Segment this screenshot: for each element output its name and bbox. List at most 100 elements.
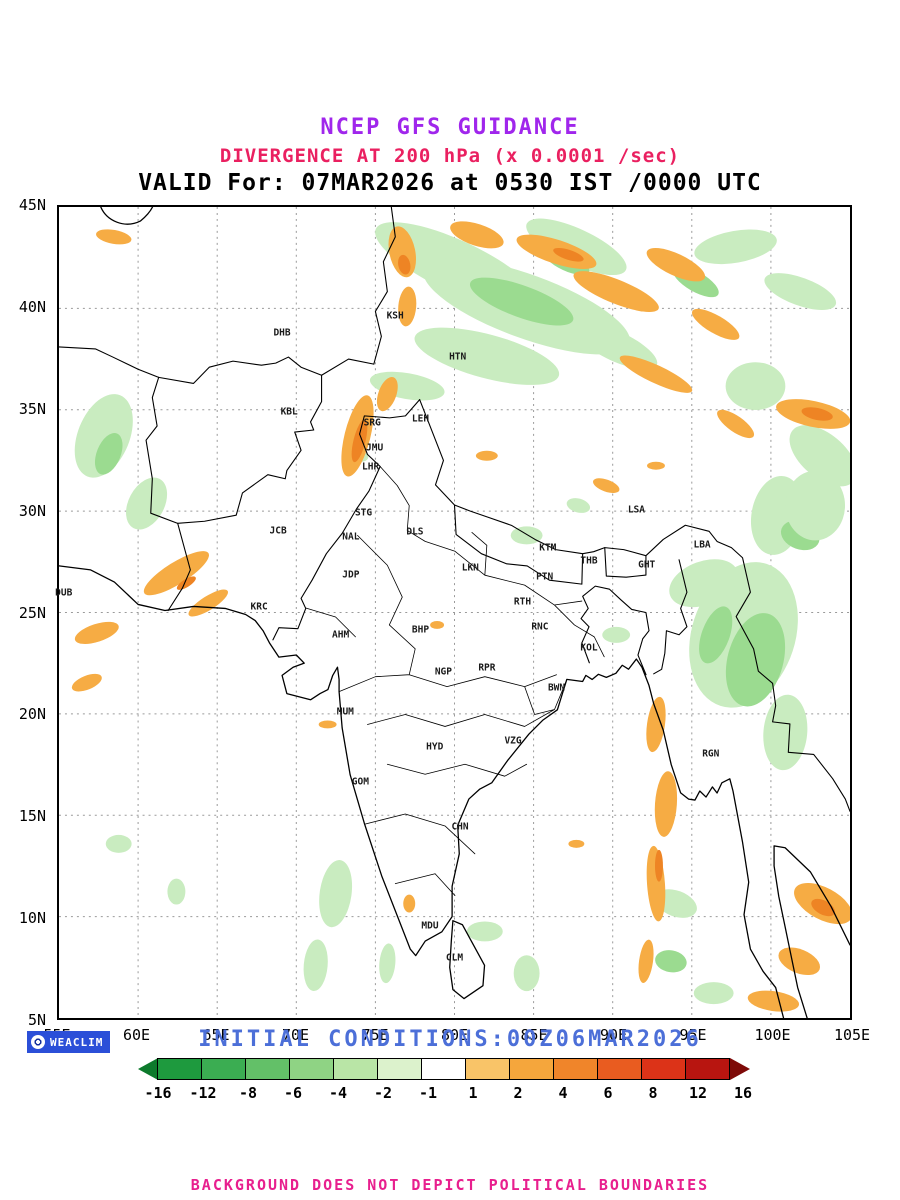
station-label: BHP bbox=[411, 624, 430, 636]
nepal-south-border bbox=[453, 504, 584, 585]
station-label: LHR bbox=[362, 461, 380, 473]
station-label: NAL bbox=[342, 531, 360, 543]
colorbar-segment bbox=[509, 1058, 554, 1080]
station-label: DHB bbox=[273, 327, 291, 339]
map-graphics bbox=[59, 207, 850, 1018]
sri-lanka-coast bbox=[449, 920, 486, 1000]
x-tick-label: 80E bbox=[440, 1026, 469, 1044]
station-label: KOL bbox=[580, 642, 598, 654]
station-label: KRC bbox=[250, 601, 268, 613]
station-label: SRG bbox=[363, 417, 381, 429]
colorbar-tick-label: 6 bbox=[603, 1084, 613, 1102]
y-tick-label: 30N bbox=[18, 501, 46, 520]
x-tick-label: 65E bbox=[202, 1026, 230, 1044]
iran-border bbox=[59, 346, 191, 612]
y-tick-label: 35N bbox=[18, 399, 46, 418]
weaclim-emblem-icon bbox=[31, 1035, 45, 1049]
x-tick-label: 100E bbox=[754, 1026, 791, 1044]
x-tick-label: 75E bbox=[361, 1026, 389, 1044]
station-label: KSH bbox=[386, 310, 404, 322]
colorbar-segment bbox=[641, 1058, 686, 1080]
y-tick-label: 45N bbox=[18, 196, 46, 214]
station-label: RPR bbox=[478, 662, 496, 674]
station-label: JCB bbox=[269, 525, 287, 537]
disclaimer-text: BACKGROUND DOES NOT DEPICT POLITICAL BOU… bbox=[190, 1176, 710, 1194]
station-label: JDP bbox=[342, 569, 360, 581]
station-label: LBA bbox=[693, 539, 711, 551]
station-label: THB bbox=[580, 555, 598, 567]
bhutan-border bbox=[604, 547, 647, 578]
colorbar-tick-label: -16 bbox=[144, 1084, 172, 1102]
colorbar-row bbox=[138, 1058, 750, 1080]
station-label: LKN bbox=[461, 562, 479, 574]
station-label: DLS bbox=[406, 526, 424, 538]
colorbar-segment bbox=[157, 1058, 202, 1080]
map-frame: DHB KSH HTN KBL SRG LEH JMU LHR STG DLS JCB NAL KTM L… bbox=[55, 205, 852, 1020]
station-label: HYD bbox=[426, 741, 444, 753]
page-subtitle: DIVERGENCE AT 200 hPa (x 0.0001 /sec) bbox=[219, 145, 681, 167]
station-label: CHN bbox=[451, 821, 469, 833]
asia-coastline bbox=[59, 565, 785, 1018]
colorbar-tick-label: 1 bbox=[468, 1084, 478, 1102]
station-label: KTM bbox=[539, 542, 557, 554]
india-pakistan-border bbox=[272, 399, 421, 641]
tajik-china-border bbox=[373, 207, 396, 365]
x-tick-label: 85E bbox=[520, 1026, 548, 1044]
initial-conditions-text: INITIAL CONDITIONS:00Z06MAR2026 bbox=[198, 1027, 702, 1052]
colorbar-tick-label: -6 bbox=[283, 1084, 303, 1102]
station-label: STG bbox=[354, 507, 373, 519]
station-label: CLM bbox=[445, 952, 464, 964]
aral-shore bbox=[100, 207, 154, 225]
weaclim-logo-text: WEACLIM bbox=[50, 1035, 104, 1049]
x-tick-label: 105E bbox=[833, 1026, 871, 1044]
station-label: RTH bbox=[513, 596, 532, 608]
page-title: NCEP GFS GUIDANCE bbox=[320, 115, 580, 140]
colorbar-segment bbox=[333, 1058, 378, 1080]
station-label: LEH bbox=[411, 413, 430, 425]
x-tick-label: 95E bbox=[679, 1026, 707, 1044]
x-axis: 55E60E65E70E75E80E85E90E95E100E105E bbox=[43, 1026, 870, 1046]
bangladesh-border bbox=[580, 585, 650, 676]
colorbar: -16 -12 -8 -6 -4 -2 -1 1 2 4 6 8 12 16 bbox=[138, 1058, 763, 1104]
india-myanmar-border bbox=[653, 559, 688, 675]
station-label: MUM bbox=[336, 706, 354, 718]
colorbar-tick-label: 2 bbox=[513, 1084, 523, 1102]
coastlines-borders bbox=[59, 207, 850, 1018]
valid-time-line: VALID For: 07MAR2026 at 0530 IST /0000 U… bbox=[138, 170, 762, 196]
station-label: RNC bbox=[531, 621, 549, 633]
colorbar-tick-label: 12 bbox=[688, 1084, 708, 1102]
colorbar-labels: -16 -12 -8 -6 -4 -2 -1 1 2 4 6 8 12 16 bbox=[138, 1084, 763, 1102]
colorbar-segment bbox=[377, 1058, 422, 1080]
x-tick-label: 90E bbox=[599, 1026, 628, 1044]
colorbar-tick-label: -2 bbox=[373, 1084, 393, 1102]
colorbar-segment bbox=[597, 1058, 642, 1080]
y-tick-label: 15N bbox=[18, 807, 46, 826]
colorbar-segment bbox=[685, 1058, 730, 1080]
station-label: NGP bbox=[434, 666, 453, 678]
stations-layer: DHB KSH HTN KBL SRG LEH JMU LHR STG DLS JCB NAL KTM L… bbox=[55, 207, 850, 1018]
y-tick-label: 10N bbox=[18, 909, 46, 928]
colorbar-tick-label: -12 bbox=[189, 1084, 217, 1102]
divergence-shading bbox=[71, 218, 850, 1012]
station-label: BWN bbox=[547, 682, 566, 694]
weaclim-logo: WEACLIM bbox=[27, 1031, 111, 1053]
colorbar-segments bbox=[157, 1058, 730, 1080]
colorbar-tick-label: -4 bbox=[328, 1084, 348, 1102]
colorbar-right-arrow bbox=[730, 1058, 750, 1080]
station-label: MDU bbox=[421, 920, 439, 932]
himalaya-china-border bbox=[419, 399, 850, 812]
state-borders bbox=[305, 466, 605, 897]
gulf-of-thailand-coast bbox=[773, 845, 850, 1018]
colorbar-tick-label: -8 bbox=[238, 1084, 258, 1102]
station-label: GHT bbox=[638, 559, 656, 571]
x-tick-label: 60E bbox=[122, 1026, 151, 1044]
station-label: DUB bbox=[55, 587, 73, 599]
colorbar-left-arrow bbox=[138, 1058, 158, 1080]
grid-lines bbox=[59, 207, 850, 1018]
colorbar-tick-label: 4 bbox=[558, 1084, 568, 1102]
station-label: HTN bbox=[449, 351, 467, 363]
colorbar-segment bbox=[465, 1058, 510, 1080]
colorbar-segment bbox=[289, 1058, 334, 1080]
station-label: KBL bbox=[280, 406, 298, 418]
